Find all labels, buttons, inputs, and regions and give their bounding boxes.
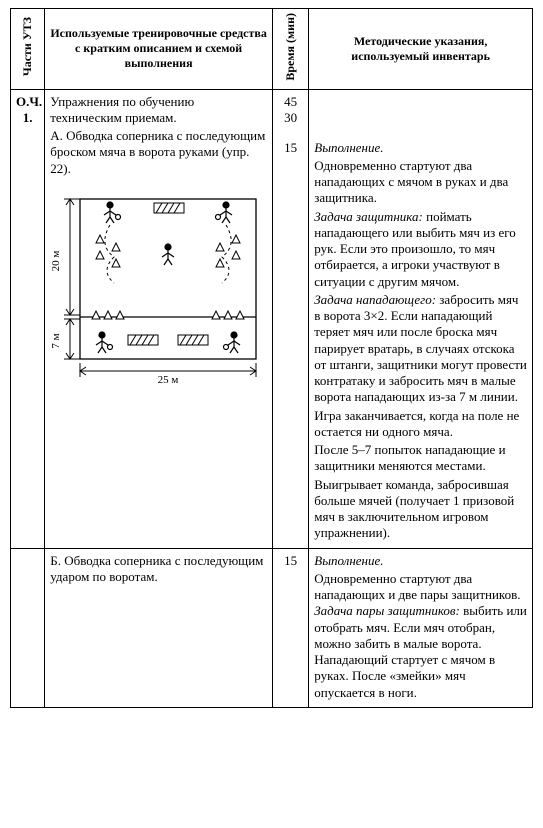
dim-25m: 25 м <box>158 374 179 386</box>
header-row: Части УТЗ Используемые тренировочные сре… <box>11 9 533 90</box>
section-row-b: Б. Обводка соперника с последующим ударо… <box>11 548 533 707</box>
time-cell-b: 15 <box>272 548 308 707</box>
b-exec-label: Выполнение. <box>314 553 383 568</box>
time-b: 15 <box>278 553 303 569</box>
player-bottom-icon <box>96 332 240 353</box>
notes-cell-a: Выполнение. Одновременно стартуют два на… <box>309 89 533 548</box>
header-time-label: Время (мин) <box>284 13 297 81</box>
a-def-label: Задача защитника: <box>314 209 423 224</box>
training-plan-table: Части УТЗ Используемые тренировочные сре… <box>10 8 533 708</box>
item-number: 1. <box>16 110 39 126</box>
time-a: 15 <box>278 140 303 156</box>
header-notes: Методические указания, используемый инве… <box>309 9 533 90</box>
part-cell-b <box>11 548 45 707</box>
item-a-label: А. Обводка соперника с последующим броск… <box>50 128 267 177</box>
small-goal-left-icon <box>128 335 158 345</box>
header-parts-label: Части УТЗ <box>21 17 34 76</box>
lead-text: Упражнения по обучению техническим прием… <box>50 94 267 127</box>
a-p3: После 5–7 попыток нападающие и защитники… <box>314 442 527 475</box>
dim-20m: 20 м <box>50 251 62 272</box>
header-means: Используемые тренировочные средства с кр… <box>45 9 273 90</box>
player-defender-icon <box>162 244 174 265</box>
time-total: 45 <box>278 94 303 110</box>
part-label: О.Ч. <box>16 94 39 110</box>
time-cell-head: 45 30 15 <box>272 89 308 548</box>
means-cell-b: Б. Обводка соперника с последующим ударо… <box>45 548 273 707</box>
header-time: Время (мин) <box>272 9 308 90</box>
item-b-label: Б. Обводка соперника с последующим ударо… <box>50 553 267 586</box>
dim-7m: 7 м <box>50 333 62 348</box>
a-exec-label: Выполнение. <box>314 140 383 155</box>
header-parts: Части УТЗ <box>11 9 45 90</box>
means-cell-a: Упражнения по обучению техническим прием… <box>45 89 273 548</box>
exercise-diagram: 20 м 7 м <box>50 187 267 387</box>
a-p2: Игра заканчивается, когда на поле не ост… <box>314 408 527 441</box>
a-p1: Одновременно стартуют два нападающих с м… <box>314 158 527 207</box>
section-row-head: О.Ч. 1. Упражнения по обучению техническ… <box>11 89 533 548</box>
a-att-label: Задача нападающего: <box>314 292 436 307</box>
part-cell: О.Ч. 1. <box>11 89 45 548</box>
a-p4: Выигрывает команда, забросившая больше м… <box>314 477 527 542</box>
diagram-svg: 20 м 7 м <box>50 187 266 387</box>
b-p1a: Одновременно стартуют два нападающих и д… <box>314 571 520 602</box>
small-goal-right-icon <box>178 335 208 345</box>
b-pair-label: Задача пары защитников: <box>314 603 460 618</box>
a-att-text: забро­сить мяч в ворота 3×2. Если напада… <box>314 292 527 405</box>
big-goal-icon <box>154 203 184 213</box>
time-sub: 30 <box>278 110 303 126</box>
notes-cell-b: Выполнение. Одновременно стартуют два на… <box>309 548 533 707</box>
